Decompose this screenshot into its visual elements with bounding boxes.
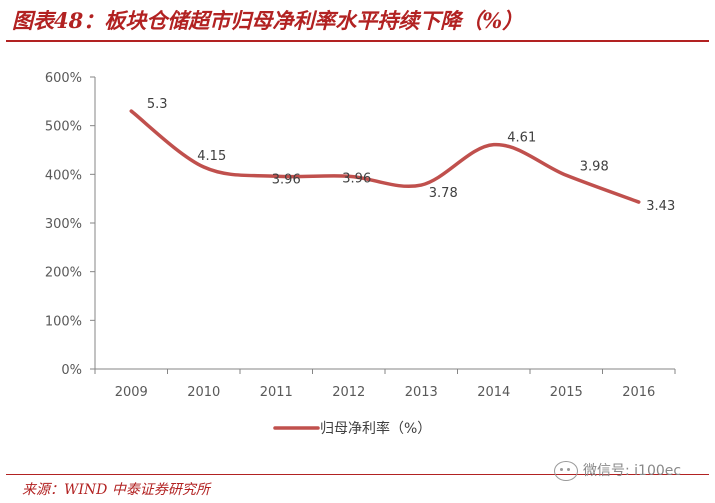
y-tick-label: 100% [45,314,82,329]
y-tick-label: 500% [45,120,82,135]
x-tick-label: 2012 [332,385,365,400]
watermark: 微信号: i100ec [554,458,681,484]
series-line [129,109,641,204]
x-tick-label: 2015 [550,385,583,400]
data-label: 3.43 [646,199,675,214]
data-label: 3.98 [580,159,609,174]
legend-label: 归母净利率（%） [320,420,431,437]
wechat-icon [554,461,578,481]
chart-legend: 归母净利率（%） [273,420,431,437]
chart-axes [90,76,676,374]
source-note: 来源：WIND 中泰证券研究所 [22,482,210,498]
data-labels: 5.3 4.15 3.96 3.96 3.78 4.61 3.98 3.43 [147,97,675,214]
data-label: 4.61 [507,131,536,146]
y-tick-label: 200% [45,266,82,281]
x-tick-label: 2016 [622,385,655,400]
bottom-divider [6,474,709,475]
tick-labels: 0% 100% 200% 300% 400% 500% 600% 2009 2010 2011 20… [45,71,655,400]
data-label: 5.3 [147,97,168,112]
y-tick-label: 0% [61,363,82,378]
data-label: 3.78 [429,186,458,201]
x-tick-label: 2010 [187,385,220,400]
watermark-text: 微信号: i100ec [583,463,682,479]
y-tick-label: 600% [45,71,82,86]
y-tick-label: 400% [45,168,82,183]
chart-title: 图表48：板块仓储超市归母净利率水平持续下降（%） [12,8,524,33]
y-tick-label: 300% [45,217,82,232]
x-tick-label: 2009 [115,385,148,400]
top-divider [6,40,709,42]
data-label: 4.15 [197,149,226,164]
data-label: 3.96 [272,172,301,187]
x-tick-label: 2011 [260,385,293,400]
data-label: 3.96 [342,171,371,186]
x-tick-label: 2014 [477,385,510,400]
x-tick-label: 2013 [405,385,438,400]
